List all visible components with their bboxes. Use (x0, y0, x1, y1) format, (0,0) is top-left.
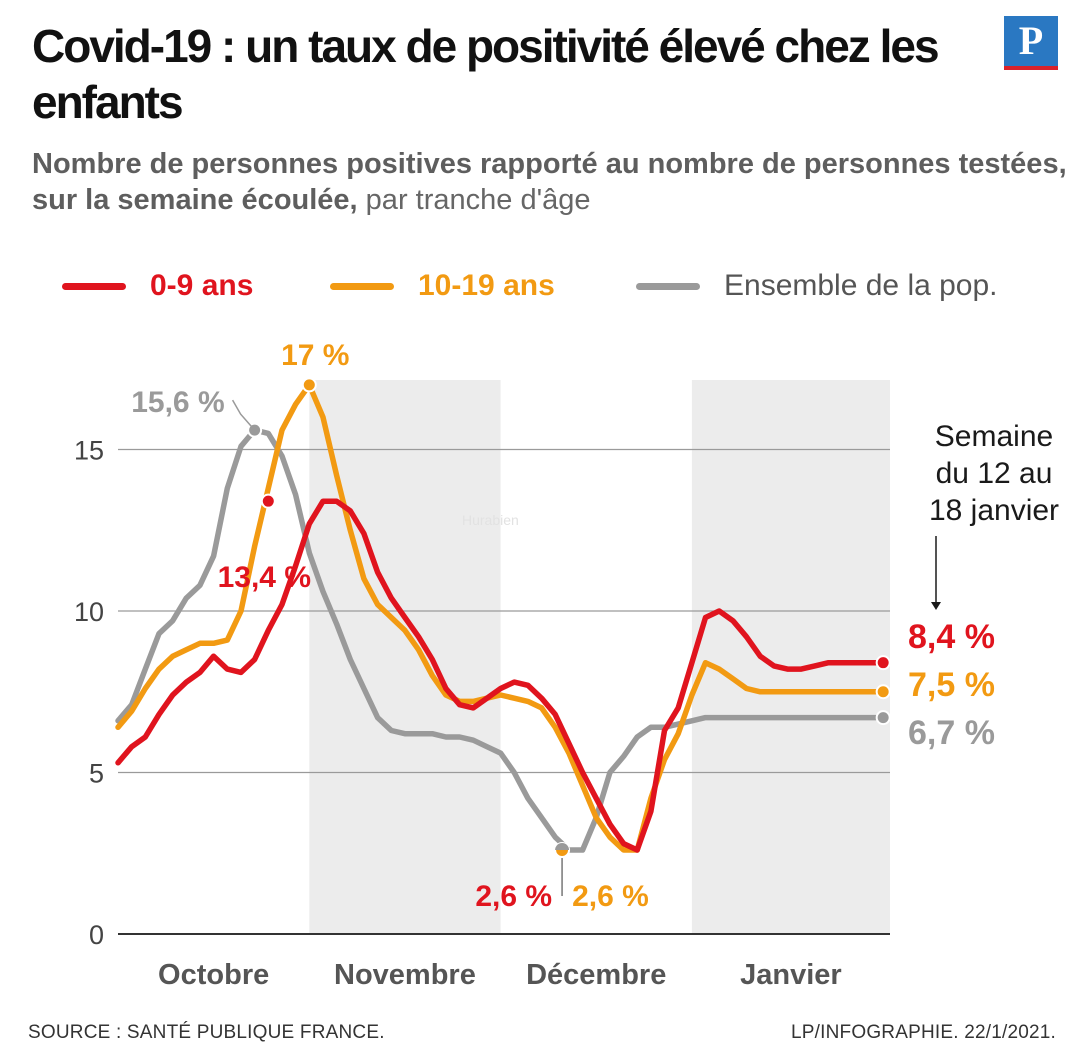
marker-end-1 (875, 684, 891, 700)
series-line-1 (115, 382, 886, 853)
y-tick-label-5: 5 (89, 759, 104, 789)
legend-label-10-19: 10-19 ans (418, 269, 555, 302)
annotation-peak-ensemble: 15,6 % (131, 386, 224, 419)
chart-subtitle: Nombre de personnes positives rapporté a… (32, 146, 1072, 218)
source-note: SOURCE : SANTÉ PUBLIQUE FRANCE. (28, 1022, 385, 1043)
annotation-min-10-19: 2,6 % (572, 880, 649, 913)
marker-end-2 (875, 710, 891, 726)
legend-swatch-10-19 (330, 282, 394, 290)
week-note-line-1: du 12 au (936, 457, 1053, 490)
y-tick-label-10: 10 (74, 597, 104, 627)
annotation-end-0: 8,4 % (908, 618, 995, 656)
positivity-chart: 0 5 10 15 Octobre Novembre Décembre Janvier 17 %… (74, 339, 1059, 991)
legend-swatch-ensemble (636, 282, 700, 290)
subtitle-regular: par tranche d'âge (357, 184, 591, 216)
marker-peak-10-19 (301, 377, 317, 393)
annotation-end-1: 7,5 % (908, 666, 995, 704)
legend-item-10-19: 10-19 ans (330, 264, 555, 308)
y-tick-label-15: 15 (74, 436, 104, 466)
credit-note: LP/INFOGRAPHIE. 22/1/2021. (791, 1022, 1056, 1043)
x-month-label-janvier: Janvier (740, 959, 842, 991)
subtitle-bold: Nombre de personnes positives rapporté a… (32, 148, 1067, 216)
chart-legend: 0-9 ans 10-19 ans Ensemble de la pop. (0, 264, 1080, 308)
le-parisien-logo: P (1004, 16, 1058, 70)
series-line-2 (115, 427, 886, 853)
week-note-arrowhead (931, 602, 941, 610)
y-tick-label-0: 0 (89, 920, 104, 950)
annotation-peak-10-19: 17 % (281, 339, 349, 372)
x-month-label-décembre: Décembre (526, 959, 666, 991)
marker-end-0 (875, 655, 891, 671)
watermark: Hurabien (462, 512, 519, 528)
week-note-line-0: Semaine (935, 420, 1053, 453)
month-band-novembre (309, 380, 501, 934)
legend-item-ensemble: Ensemble de la pop. (636, 264, 998, 308)
legend-swatch-0-9 (62, 282, 126, 290)
x-month-label-novembre: Novembre (334, 959, 476, 991)
month-band-janvier (691, 380, 890, 934)
legend-label-ensemble: Ensemble de la pop. (724, 269, 998, 302)
legend-item-0-9: 0-9 ans (62, 264, 253, 308)
leader-peak-ensemble (231, 399, 256, 431)
annotation-end-2: 6,7 % (908, 714, 995, 752)
annotation-min-0-9: 2,6 % (475, 880, 552, 913)
legend-label-0-9: 0-9 ans (150, 269, 254, 302)
x-month-label-octobre: Octobre (158, 959, 269, 991)
chart-title: Covid-19 : un taux de positivité élevé c… (32, 20, 940, 128)
series-line-0 (115, 498, 886, 853)
week-note-line-2: 18 janvier (929, 494, 1059, 527)
marker-min-ensemble (555, 843, 570, 851)
annotation-peak-0-9: 13,4 % (218, 561, 311, 594)
marker-peak-0-9 (260, 493, 276, 509)
